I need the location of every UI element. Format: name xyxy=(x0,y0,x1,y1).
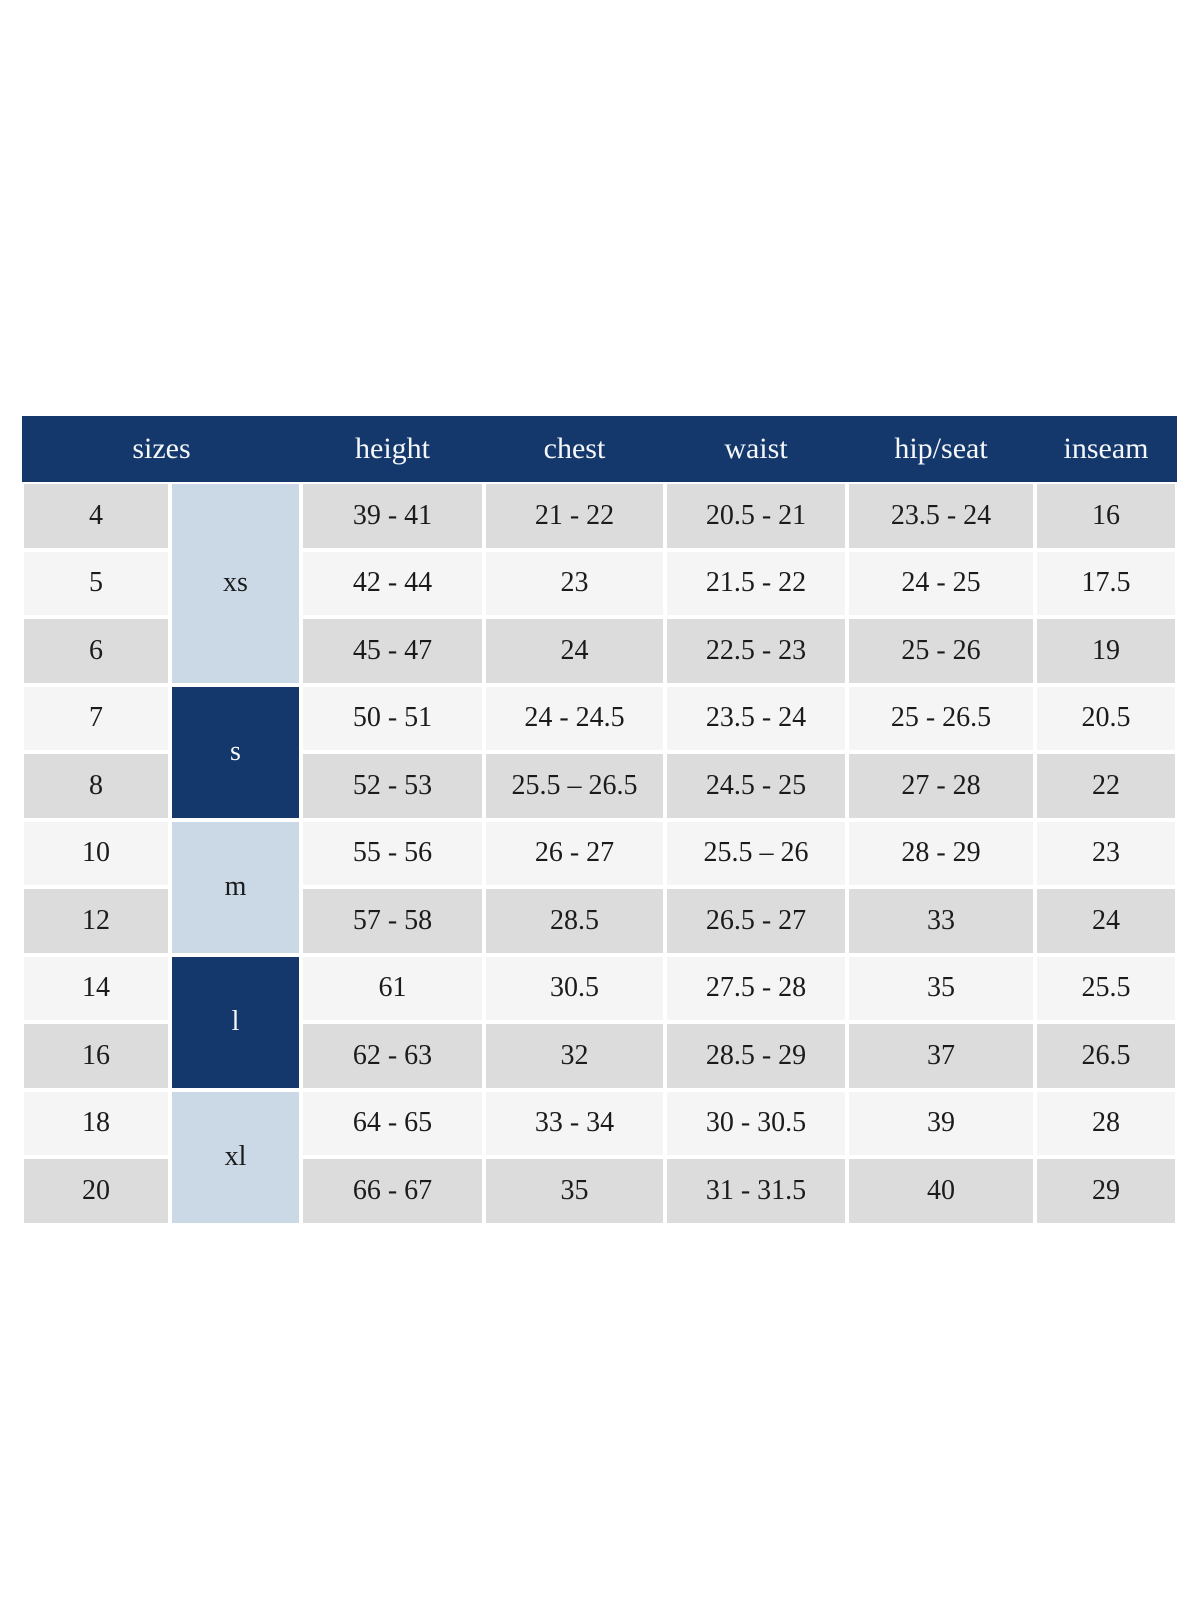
header-chest: chest xyxy=(484,416,665,482)
cell-hip-seat: 24 - 25 xyxy=(847,549,1035,617)
header-hip-seat: hip/seat xyxy=(847,416,1035,482)
group-cell-l: l xyxy=(170,954,301,1090)
cell-size: 12 xyxy=(22,887,170,955)
cell-inseam: 22 xyxy=(1035,752,1177,820)
cell-waist: 26.5 - 27 xyxy=(665,887,847,955)
group-cell-s: s xyxy=(170,684,301,820)
cell-inseam: 23 xyxy=(1035,819,1177,887)
group-cell-xs: xs xyxy=(170,482,301,685)
header-inseam: inseam xyxy=(1035,416,1177,482)
cell-inseam: 25.5 xyxy=(1035,954,1177,1022)
cell-hip-seat: 28 - 29 xyxy=(847,819,1035,887)
cell-waist: 23.5 - 24 xyxy=(665,684,847,752)
cell-hip-seat: 25 - 26.5 xyxy=(847,684,1035,752)
cell-waist: 25.5 – 26 xyxy=(665,819,847,887)
cell-size: 4 xyxy=(22,482,170,550)
cell-inseam: 24 xyxy=(1035,887,1177,955)
cell-chest: 21 - 22 xyxy=(484,482,665,550)
cell-height: 45 - 47 xyxy=(301,617,484,685)
cell-waist: 27.5 - 28 xyxy=(665,954,847,1022)
cell-chest: 26 - 27 xyxy=(484,819,665,887)
cell-hip-seat: 39 xyxy=(847,1089,1035,1157)
cell-waist: 24.5 - 25 xyxy=(665,752,847,820)
cell-waist: 30 - 30.5 xyxy=(665,1089,847,1157)
group-cell-xl: xl xyxy=(170,1089,301,1225)
cell-hip-seat: 23.5 - 24 xyxy=(847,482,1035,550)
group-cell-m: m xyxy=(170,819,301,955)
cell-size: 8 xyxy=(22,752,170,820)
cell-height: 66 - 67 xyxy=(301,1157,484,1225)
cell-height: 52 - 53 xyxy=(301,752,484,820)
cell-chest: 25.5 – 26.5 xyxy=(484,752,665,820)
cell-height: 64 - 65 xyxy=(301,1089,484,1157)
cell-height: 61 xyxy=(301,954,484,1022)
cell-inseam: 28 xyxy=(1035,1089,1177,1157)
cell-inseam: 16 xyxy=(1035,482,1177,550)
cell-inseam: 19 xyxy=(1035,617,1177,685)
cell-hip-seat: 37 xyxy=(847,1022,1035,1090)
header-waist: waist xyxy=(665,416,847,482)
cell-size: 10 xyxy=(22,819,170,887)
cell-inseam: 20.5 xyxy=(1035,684,1177,752)
cell-size: 5 xyxy=(22,549,170,617)
cell-hip-seat: 25 - 26 xyxy=(847,617,1035,685)
cell-chest: 33 - 34 xyxy=(484,1089,665,1157)
cell-inseam: 29 xyxy=(1035,1157,1177,1225)
cell-height: 39 - 41 xyxy=(301,482,484,550)
cell-waist: 21.5 - 22 xyxy=(665,549,847,617)
cell-hip-seat: 27 - 28 xyxy=(847,752,1035,820)
cell-size: 18 xyxy=(22,1089,170,1157)
cell-chest: 24 - 24.5 xyxy=(484,684,665,752)
cell-chest: 35 xyxy=(484,1157,665,1225)
header-height: height xyxy=(301,416,484,482)
cell-size: 7 xyxy=(22,684,170,752)
cell-waist: 20.5 - 21 xyxy=(665,482,847,550)
cell-size: 14 xyxy=(22,954,170,1022)
cell-chest: 24 xyxy=(484,617,665,685)
cell-height: 57 - 58 xyxy=(301,887,484,955)
cell-waist: 31 - 31.5 xyxy=(665,1157,847,1225)
cell-waist: 28.5 - 29 xyxy=(665,1022,847,1090)
cell-hip-seat: 33 xyxy=(847,887,1035,955)
cell-inseam: 17.5 xyxy=(1035,549,1177,617)
cell-height: 50 - 51 xyxy=(301,684,484,752)
cell-chest: 30.5 xyxy=(484,954,665,1022)
cell-waist: 22.5 - 23 xyxy=(665,617,847,685)
cell-chest: 28.5 xyxy=(484,887,665,955)
cell-height: 62 - 63 xyxy=(301,1022,484,1090)
cell-chest: 23 xyxy=(484,549,665,617)
header-sizes: sizes xyxy=(22,416,301,482)
cell-hip-seat: 40 xyxy=(847,1157,1035,1225)
cell-chest: 32 xyxy=(484,1022,665,1090)
cell-inseam: 26.5 xyxy=(1035,1022,1177,1090)
cell-hip-seat: 35 xyxy=(847,954,1035,1022)
cell-size: 20 xyxy=(22,1157,170,1225)
size-chart-table: sizes height chest waist hip/seat inseam… xyxy=(22,416,1177,1225)
cell-size: 6 xyxy=(22,617,170,685)
cell-height: 55 - 56 xyxy=(301,819,484,887)
cell-height: 42 - 44 xyxy=(301,549,484,617)
cell-size: 16 xyxy=(22,1022,170,1090)
